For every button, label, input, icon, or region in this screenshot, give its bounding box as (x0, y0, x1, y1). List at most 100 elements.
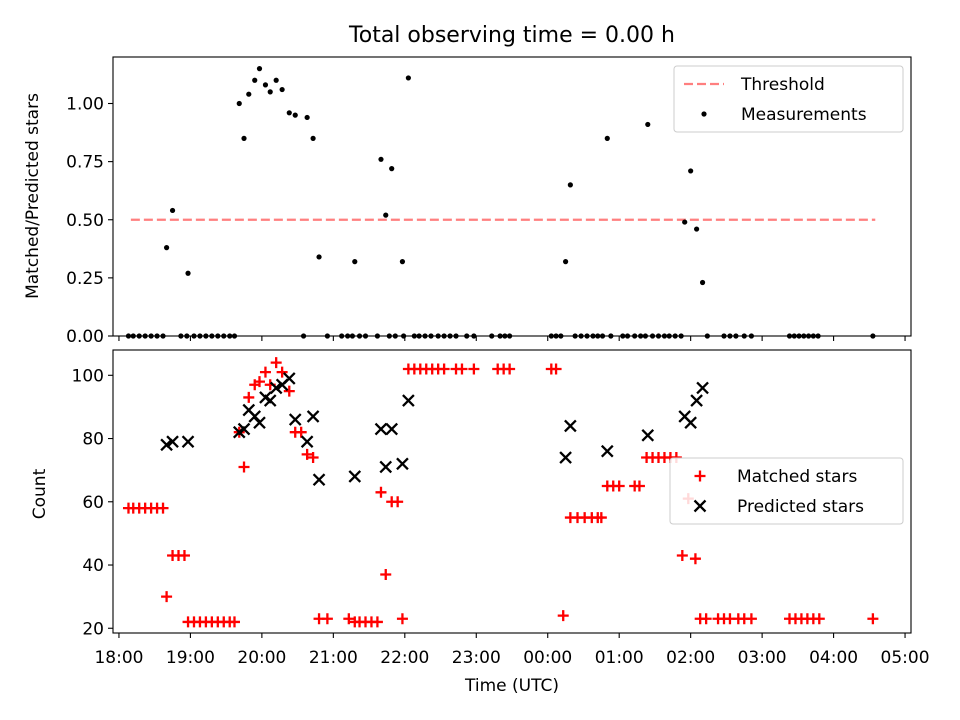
data-point (310, 135, 316, 141)
matched-point (557, 610, 569, 622)
matched-point (301, 448, 313, 460)
series-matched-stars (122, 357, 879, 628)
x-tick-label: 22:00 (380, 648, 429, 668)
y-tick-label: 80 (82, 430, 104, 450)
matched-point (456, 363, 468, 375)
matched-point (392, 496, 404, 508)
predicted-point (312, 473, 326, 486)
x-axis-label: Time (UTC) (464, 676, 559, 696)
x-tick-label: 23:00 (452, 648, 501, 668)
data-point (163, 245, 170, 251)
matched-point (371, 616, 383, 628)
predicted-point (160, 438, 173, 452)
matched-point (745, 613, 757, 625)
predicted-point (288, 413, 302, 426)
data-point (279, 86, 285, 93)
data-point (273, 77, 279, 83)
matched-point (504, 363, 516, 375)
top-y-axis-label: Matched/Predicted stars (23, 93, 43, 299)
matched-point (307, 452, 319, 464)
data-point (699, 279, 706, 286)
matched-point (243, 391, 255, 403)
x-tick-label: 00:00 (523, 648, 572, 668)
data-point (405, 75, 411, 81)
legend: Matched stars Predicted stars (669, 457, 904, 525)
data-point (241, 135, 247, 141)
matched-point (276, 366, 288, 378)
data-point (304, 114, 310, 121)
matched-point (295, 426, 307, 438)
predicted-point (696, 381, 709, 395)
predicted-point (684, 416, 697, 430)
legend-box (669, 457, 904, 525)
predicted-point (374, 422, 388, 436)
matched-point (178, 550, 190, 562)
axes-frame (112, 349, 912, 634)
matched-point (253, 376, 265, 388)
matched-point (468, 363, 480, 375)
data-point (236, 100, 242, 107)
predicted-point (564, 419, 577, 433)
matched-point (700, 613, 712, 625)
predicted-point (396, 457, 409, 471)
matched-point (689, 553, 701, 565)
predicted-point (690, 394, 703, 407)
legend-label: Measurements (741, 105, 867, 125)
matched-point (613, 480, 625, 492)
x-tick-label: 21:00 (309, 648, 358, 668)
predicted-point (253, 416, 266, 430)
x-tick-label: 05:00 (881, 648, 930, 668)
data-point (185, 270, 191, 276)
predicted-point (181, 435, 195, 449)
data-point (383, 212, 389, 218)
predicted-point (300, 435, 314, 449)
matched-point (270, 357, 282, 369)
data-point (378, 156, 384, 162)
predicted-point (237, 422, 251, 436)
data-point (286, 110, 292, 116)
predicted-point (263, 394, 277, 407)
matched-point (550, 363, 562, 375)
x-tick-label: 02:00 (666, 648, 715, 668)
data-point (604, 135, 610, 141)
axes-frame (112, 56, 912, 337)
predicted-point (166, 435, 179, 449)
data-point (399, 259, 406, 265)
predicted-point (641, 429, 655, 442)
legend-swatch (693, 499, 707, 513)
data-point (389, 166, 395, 172)
matched-point (161, 591, 173, 603)
data-point (169, 207, 176, 214)
predicted-point (559, 451, 572, 464)
bottom-panel: 18:00 19:00 20:00 21:00 22:00 23:00 00:00 01:00… (72, 349, 930, 668)
data-point (267, 89, 273, 95)
x-tick-label: 20:00 (237, 648, 286, 668)
matched-point (438, 363, 450, 375)
legend-label: Threshold (740, 75, 825, 95)
predicted-point (348, 470, 362, 483)
matched-point (228, 616, 240, 628)
data-point (688, 168, 694, 174)
matched-point (867, 613, 879, 625)
predicted-point (379, 460, 393, 474)
y-tick-label: 0.25 (66, 269, 104, 289)
bottom-y-axis-label: Count (30, 468, 50, 519)
legend-box (673, 65, 904, 133)
chart-title: Total observing time = 0.00 h (348, 23, 675, 48)
data-point (246, 91, 252, 97)
matched-point (633, 480, 645, 492)
x-tick-label: 18:00 (94, 648, 143, 668)
y-tick-label: 60 (82, 493, 104, 513)
y-tick-label: 100 (72, 366, 104, 386)
matched-point (238, 461, 250, 473)
matched-point (321, 613, 333, 625)
predicted-point (269, 381, 283, 395)
data-point (567, 182, 573, 188)
matched-point (380, 569, 392, 581)
matched-point (157, 502, 169, 514)
legend-swatch (694, 470, 706, 482)
predicted-point (306, 410, 320, 423)
series-predicted-stars (160, 372, 709, 486)
data-point (256, 66, 263, 72)
